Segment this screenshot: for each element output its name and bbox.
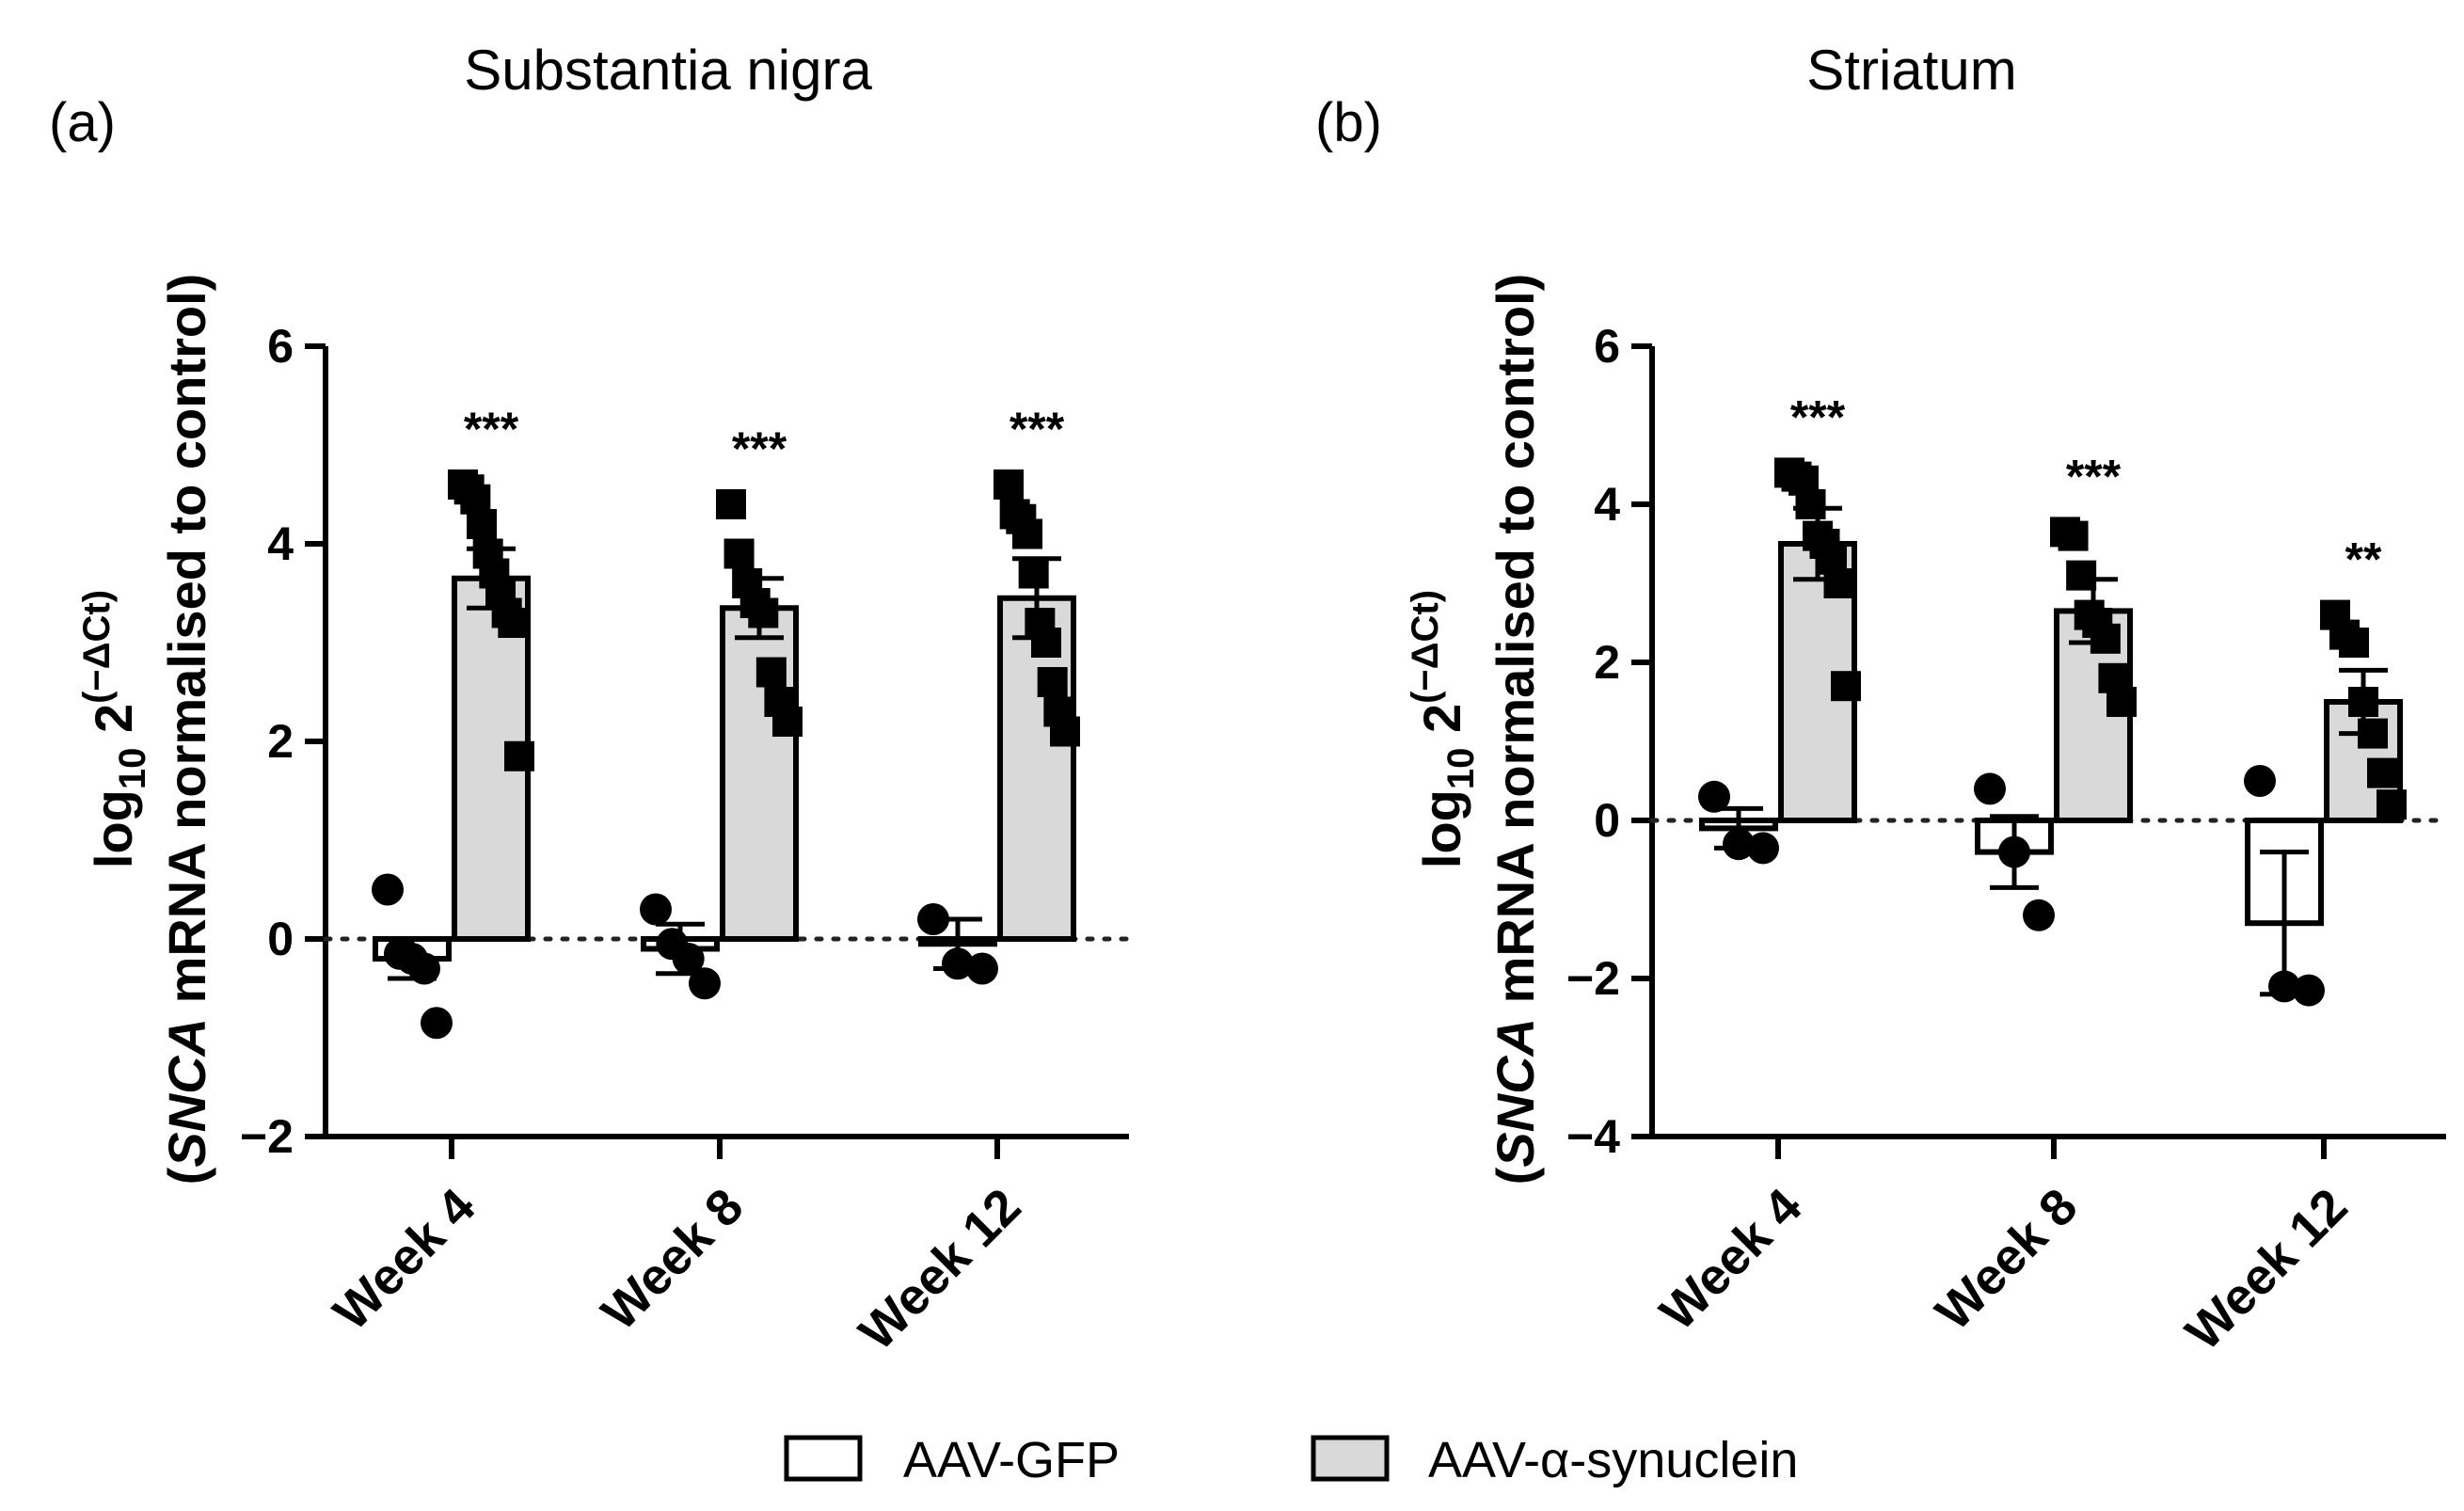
p0-s1-point-1-5 (755, 657, 787, 688)
p0-x-tick-label-1: Week 8 (591, 1178, 754, 1341)
panel-striatum: (b) Striatum (SNCA mRNA normalised to co… (1315, 39, 2449, 1361)
p0-s1-point-0-8 (498, 608, 529, 638)
p0-y-tick-label-0: −2 (240, 1110, 294, 1163)
p1-s1-point-1-1 (2058, 520, 2089, 551)
panel-b-ylabel-rest: mRNA normalised to control) (1486, 274, 1545, 1018)
panel-a-ylabel-line1: log10 2(−ΔCt) (76, 590, 153, 868)
p0-s1-point-2-0 (994, 469, 1024, 500)
p0-y-tick-label-4: 6 (267, 320, 294, 373)
p0-y-tick-label-3: 4 (267, 517, 294, 570)
p0-s0-point-1-2 (672, 943, 705, 975)
p1-s1-point-0-8 (1831, 671, 1861, 702)
p0-s0-point-1-3 (689, 967, 721, 1000)
p0-significance-0: *** (464, 403, 519, 455)
p0-s1-point-1-1 (723, 538, 755, 569)
panel-b-ylabel-log: log (1412, 789, 1471, 868)
panel-a-ylabel-base: 2 (84, 704, 143, 748)
p0-s0-point-2-0 (917, 903, 949, 935)
p1-s0-point-1-2 (2023, 899, 2055, 931)
p0-x-tick-label-2: Week 12 (849, 1178, 1032, 1361)
legend: AAV-GFP AAV-α-synuclein (784, 1432, 1798, 1488)
panel-b-ylabel-sub: 10 (1440, 748, 1482, 790)
panel-a-label: (a) (49, 92, 116, 153)
p1-significance-2: ** (2345, 533, 2382, 586)
p0-s1-point-0-9 (504, 740, 534, 771)
p0-s1-point-2-6 (1031, 628, 1061, 658)
panel-a-ylabel-line2: (SNCA mRNA normalised to control) (157, 274, 216, 1185)
p0-s0-point-2-2 (966, 952, 998, 985)
panel-substantia-nigra: (a) Substantia nigra (SNCA mRNA normalis… (49, 39, 1132, 1361)
p1-y-tick-label-4: 4 (1594, 478, 1620, 531)
p0-s1-point-1-4 (748, 597, 779, 628)
panel-a-ylabel-gene: SNCA (157, 1018, 216, 1168)
p1-s0-point-2-1 (2268, 970, 2300, 1003)
p1-y-tick-label-0: −4 (1566, 1110, 1620, 1163)
panel-a-ylabel-sub: 10 (112, 748, 153, 790)
p1-y-tick-label-2: 0 (1594, 794, 1620, 847)
p1-y-tick-label-5: 6 (1594, 320, 1620, 373)
panel-a-ylabel-rest: mRNA normalised to control) (157, 274, 216, 1018)
p1-significance-1: *** (2066, 450, 2122, 502)
p0-s0-point-0-3 (408, 952, 440, 985)
p1-s0-point-1-0 (1974, 772, 2006, 805)
p0-significance-1: *** (732, 422, 787, 475)
panel-a-ylabel-open: ( (157, 1167, 216, 1185)
p1-s1-point-1-7 (2106, 687, 2137, 717)
p1-s0-point-2-2 (2293, 974, 2325, 1007)
panel-a-ylabel-sup: (−ΔCt) (76, 590, 118, 704)
p1-s1-point-0-7 (1823, 568, 1854, 598)
p0-s0-point-2-1 (942, 947, 974, 980)
legend-label-synuclein: AAV-α-synuclein (1428, 1432, 1798, 1488)
p0-s1-point-2-7 (1037, 667, 1068, 697)
panel-b-ylabel-sup: (−ΔCt) (1405, 590, 1446, 704)
p1-s1-point-1-2 (2066, 560, 2097, 591)
p1-s0-point-0-2 (1747, 832, 1779, 865)
p0-s0-point-1-0 (640, 893, 672, 926)
panel-b-ylabel-line1: log10 2(−ΔCt) (1405, 590, 1482, 868)
p0-s1-point-1-7 (772, 707, 803, 737)
p1-s1-point-1-5 (2090, 623, 2121, 654)
p1-x-tick-label-0: Week 4 (1649, 1178, 1812, 1341)
p1-s0-point-1-1 (1998, 835, 2030, 868)
legend-label-gfp: AAV-GFP (903, 1432, 1120, 1488)
panel-a-ylabel-log: log (84, 789, 143, 868)
panel-b-ylabel-base: 2 (1412, 704, 1471, 748)
p1-s0-point-0-1 (1723, 828, 1755, 861)
p1-y-tick-label-1: −2 (1566, 952, 1620, 1005)
p0-s1-point-2-9 (1050, 716, 1080, 747)
p1-s0-point-2-0 (2244, 765, 2276, 797)
p0-s1-point-2-3 (1012, 518, 1042, 549)
panel-b-ylabel-open: ( (1486, 1167, 1545, 1185)
p0-y-tick-label-2: 2 (267, 715, 294, 768)
p1-x-tick-label-1: Week 8 (1925, 1178, 2088, 1341)
p0-s1-point-2-4 (1018, 558, 1049, 589)
p1-s1-point-2-3 (2348, 687, 2378, 717)
p1-x-tick-label-2: Week 12 (2175, 1178, 2359, 1361)
panel-a-plot: −2 0 2 4 6 Week 4 Week 8 Week 12 *** *** *** (240, 320, 1132, 1361)
panel-b-ylabel-line2: (SNCA mRNA normalised to control) (1486, 274, 1545, 1185)
p0-y-tick-label-1: 0 (267, 913, 294, 965)
panel-b-title: Striatum (1806, 39, 2016, 102)
p0-significance-2: *** (1009, 403, 1065, 455)
p0-s0-point-0-0 (372, 873, 404, 906)
p0-s1-point-0-3 (467, 509, 497, 539)
p1-s1-point-2-2 (2339, 628, 2369, 658)
p1-y-tick-label-3: 2 (1594, 636, 1620, 689)
p1-s1-point-2-6 (2377, 789, 2407, 820)
panel-b-label: (b) (1315, 92, 1382, 153)
p1-s1-point-2-5 (2367, 757, 2397, 788)
p0-x-tick-label-0: Week 4 (323, 1178, 485, 1341)
p0-s1-point-1-0 (716, 489, 746, 519)
p1-significance-0: *** (1790, 390, 1846, 443)
legend-swatch-synuclein (1311, 1435, 1390, 1482)
panel-a-title: Substantia nigra (464, 39, 872, 102)
p0-s0-point-0-4 (421, 1007, 453, 1040)
p1-s0-point-0-0 (1698, 780, 1730, 813)
p1-s1-point-0-3 (1795, 489, 1826, 519)
p1-s1-point-2-4 (2358, 718, 2388, 749)
legend-swatch-gfp (784, 1435, 863, 1482)
panel-b-ylabel-gene: SNCA (1486, 1018, 1545, 1168)
